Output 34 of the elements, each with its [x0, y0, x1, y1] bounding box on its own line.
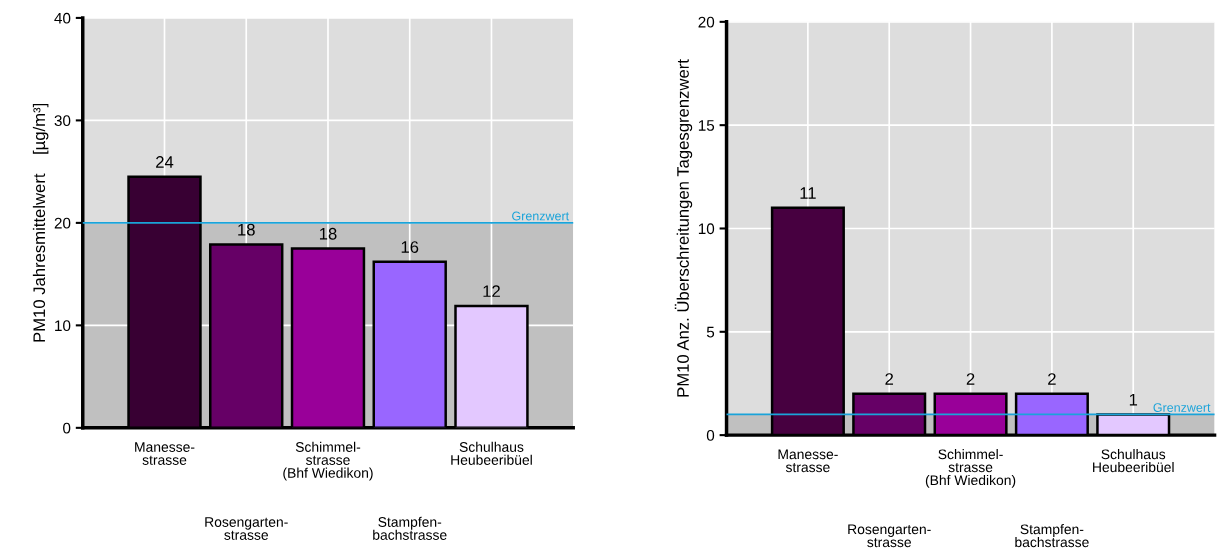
ref-line-label: Grenzwert: [512, 211, 570, 221]
y-axis-title: PM10 Anz. Überschreitungen Tagesgrenzwert: [674, 59, 693, 397]
data-label: 11: [800, 187, 816, 199]
x-tick-label: Rosengarten- strasse: [205, 517, 288, 540]
y-tick-label: 5: [706, 326, 715, 338]
x-tick-label: Schimmel- strasse (Bhf Wiedikon): [283, 441, 373, 481]
x-tick-label: Stampfen- bachstrasse: [1015, 524, 1089, 548]
data-label: 12: [483, 285, 500, 297]
x-tick-label: Manesse- strasse: [778, 449, 838, 473]
data-label: 2: [1048, 373, 1056, 385]
x-tick-label: Manesse- strasse: [135, 442, 195, 465]
data-label: 2: [885, 373, 894, 385]
y-tick-label: 0: [706, 429, 715, 441]
data-label: 24: [156, 156, 174, 168]
y-tick-label: 10: [55, 320, 71, 332]
x-tick-label: Schimmel- strasse (Bhf Wiedikon): [925, 449, 1016, 488]
y-tick-label: 0: [63, 422, 71, 434]
data-label: 2: [966, 373, 975, 385]
data-label: 1: [1129, 393, 1138, 406]
y-tick-label: 20: [54, 217, 71, 229]
data-label: 18: [319, 227, 337, 240]
data-label: 18: [238, 223, 255, 236]
y-tick-label: 15: [698, 120, 715, 131]
y-tick-label: 40: [54, 12, 71, 24]
x-tick-label: Rosengarten- strasse: [848, 524, 931, 548]
x-tick-label: Schulhaus Heubeeribüel: [451, 441, 532, 465]
data-label: 16: [401, 241, 419, 253]
y-tick-label: 20: [698, 16, 715, 28]
ref-line-label: Grenzwert: [1153, 403, 1211, 412]
y-tick-label: 10: [698, 223, 715, 235]
x-tick-label: Stampfen- bachstrasse: [373, 516, 447, 540]
x-tick-label: Schulhaus Heubeeribüel: [1093, 449, 1174, 473]
y-axis-title: PM10 Jahresmittelwert [µg/m³]: [32, 103, 49, 342]
y-tick-label: 30: [54, 115, 71, 127]
